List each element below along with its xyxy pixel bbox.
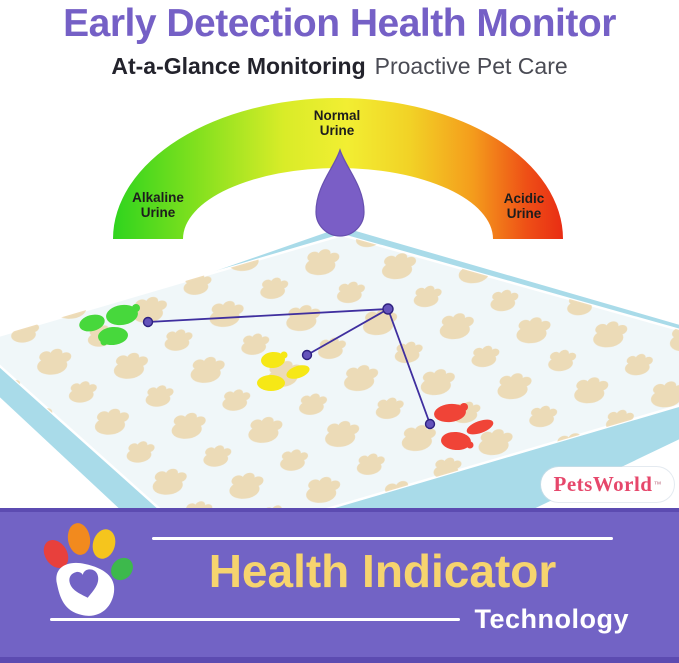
ph-gauge-arc xyxy=(113,98,563,239)
banner-sub-rule xyxy=(50,618,461,621)
gauge-label-alkaline: Alkaline Urine xyxy=(132,190,184,221)
urine-drop-icon xyxy=(315,148,365,237)
page-subtitle: At-a-Glance Monitoring Proactive Pet Care xyxy=(0,53,679,80)
subtitle-rest: Proactive Pet Care xyxy=(374,53,568,79)
banner-title: Health Indicator xyxy=(208,545,557,597)
banner-subtitle: Technology xyxy=(474,604,629,634)
subtitle-bold: At-a-Glance Monitoring xyxy=(111,53,366,79)
pee-pad xyxy=(0,227,679,508)
paw-heart-icon xyxy=(43,523,133,616)
callout-dots xyxy=(142,303,436,430)
brand-logo: PetsWorld ™ xyxy=(541,467,674,502)
scene-illustration xyxy=(0,98,679,508)
banner-top-rule xyxy=(152,537,613,540)
trademark-symbol: ™ xyxy=(653,480,662,489)
acidic-stain xyxy=(434,403,494,451)
page-title: Early Detection Health Monitor xyxy=(63,2,616,45)
brand-name: PetsWorld xyxy=(553,472,653,496)
banner: Health Indicator Technology xyxy=(0,508,679,663)
normal-stain xyxy=(257,351,310,391)
callout-lines xyxy=(147,308,431,425)
gauge-label-acidic: Acidic Urine xyxy=(503,191,545,222)
gauge-label-normal: Normal Urine xyxy=(313,108,361,139)
alkaline-stain xyxy=(79,304,140,346)
